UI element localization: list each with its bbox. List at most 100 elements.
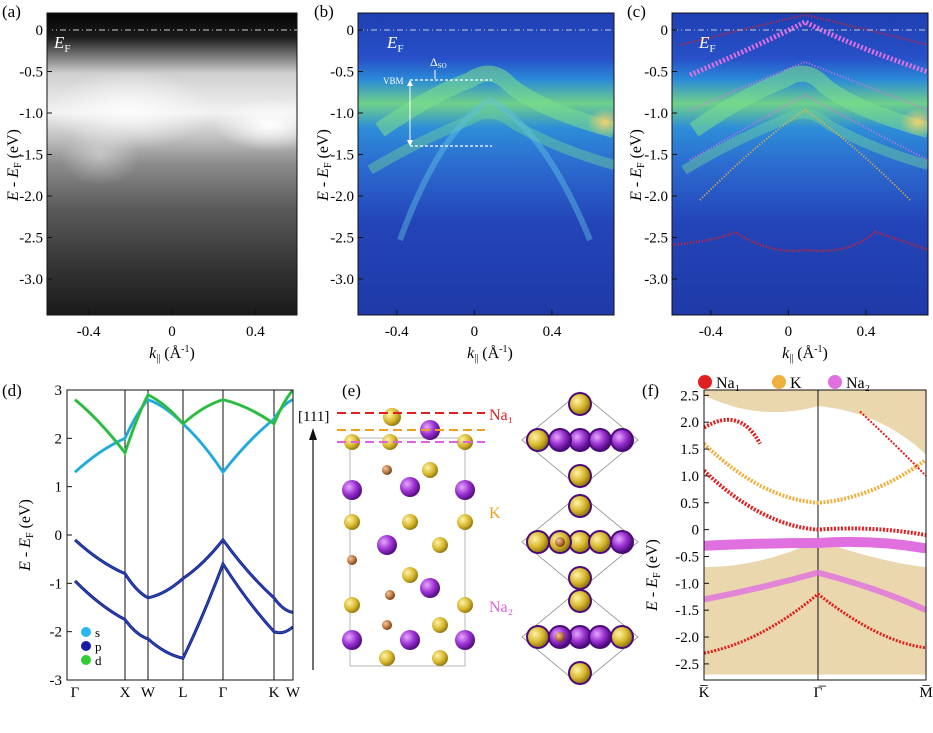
legend-label: Na₁ <box>716 375 740 392</box>
panel-c-ef-label: EF <box>698 33 716 55</box>
y-tick-label: -2.5 <box>675 657 699 673</box>
x-tick-label: 0.4 <box>246 324 265 340</box>
sb-atom <box>382 620 392 630</box>
top-view-na1 <box>521 391 639 489</box>
y-tick-label: -2.0 <box>19 189 43 205</box>
panel-c-x-ticks: -0.4 0 0.4 <box>699 310 876 340</box>
k-atom <box>570 496 590 516</box>
legend-label: d <box>95 653 102 668</box>
k-atom <box>528 532 548 552</box>
kpoint-label: K <box>269 685 280 701</box>
panel-e-side-view <box>342 408 475 667</box>
sb-atom <box>347 555 357 565</box>
panel-c-y-label: E - EF (eV) <box>628 129 647 202</box>
panel-b-y-label: E - EF (eV) <box>315 129 334 202</box>
bulk-projection-upper <box>704 390 926 455</box>
panel-f-plot <box>704 390 926 680</box>
panel-b-y-ticks: 0 -0.5 -1.0 -1.5 -2.0 -2.5 -3.0 <box>330 23 363 288</box>
unit-cell <box>349 437 466 667</box>
panel-a-y-label: E - EF (eV) <box>5 129 24 202</box>
panel-e-top-views: Na₁ K Na₂ <box>489 391 639 686</box>
k-atom <box>457 514 473 530</box>
y-tick-label: -1.0 <box>19 106 43 122</box>
y-tick-label: -0.5 <box>675 549 699 565</box>
k-atom <box>432 650 448 666</box>
y-tick-label: 0 <box>347 23 355 39</box>
k-atom <box>528 627 548 647</box>
k-atom <box>570 591 590 611</box>
na-atom <box>550 430 570 450</box>
panel-c-y-ticks: 0 -0.5 -1.0 -1.5 -2.0 -2.5 -3.0 <box>644 23 677 288</box>
na-atom <box>590 627 610 647</box>
na-atom <box>455 630 475 650</box>
y-tick-label: -0.5 <box>644 65 668 81</box>
na-atom <box>420 578 440 598</box>
y-tick-label: -1.5 <box>19 148 43 164</box>
panel-b-label: (b) <box>314 2 334 21</box>
band-Na₂ <box>704 536 926 554</box>
band-p <box>73 537 293 614</box>
panel-f-y-label: E - EF (eV) <box>644 539 663 612</box>
y-tick-label: -1.5 <box>675 603 699 619</box>
na-atom <box>342 480 362 500</box>
x-tick-label: -0.4 <box>77 324 101 340</box>
panel-d-plot <box>73 390 293 680</box>
y-tick-label: -1.0 <box>644 106 668 122</box>
k-atom <box>528 430 548 450</box>
panel-e-layer-markers <box>337 412 485 443</box>
legend-marker <box>81 655 91 665</box>
layer-label: Na₂ <box>489 599 513 616</box>
k-atom <box>383 408 401 426</box>
panel-a-glow <box>60 125 140 185</box>
na-atom <box>342 630 362 650</box>
y-tick-label: -2.0 <box>675 630 699 646</box>
panel-d-y-ticks: 3 2 1 0 -1 -2 -3 <box>50 383 72 689</box>
y-tick-label: -1.0 <box>330 106 354 122</box>
y-tick-label: -1.5 <box>644 148 668 164</box>
x-tick-label: 0 <box>168 324 176 340</box>
na-atom <box>612 532 632 552</box>
panel-a-bright-spot <box>215 99 297 151</box>
y-tick-label: -2.5 <box>330 231 354 247</box>
panel-c-label: (c) <box>627 2 646 21</box>
k-atom <box>344 514 360 530</box>
panel-e-direction-arrowhead <box>309 428 317 440</box>
band-outline <box>74 399 293 474</box>
na-atom <box>377 535 397 555</box>
na-atom <box>612 430 632 450</box>
legend-marker <box>698 375 712 389</box>
band-Na₁-upper-right <box>859 410 926 477</box>
x-tick-label: 0 <box>471 324 479 340</box>
band-Na₁-upper <box>704 417 762 445</box>
y-tick-label: -0.5 <box>19 65 43 81</box>
panel-c-band-na1-lower <box>672 230 928 253</box>
k-atom <box>570 394 590 414</box>
panel-c-band-na2-lower <box>689 93 928 161</box>
k-atom <box>570 663 590 683</box>
sb-atom <box>382 465 392 475</box>
kpoint-label: Γ <box>219 685 228 701</box>
panel-c-x-label: k|| (Å-1) <box>782 344 828 364</box>
y-tick-label: -2 <box>50 625 63 641</box>
k-atom <box>344 597 360 613</box>
panel-b-x-label: k|| (Å-1) <box>467 344 513 364</box>
y-tick-label: -1.0 <box>675 576 699 592</box>
panel-c-band-k <box>699 108 911 201</box>
legend-marker <box>828 375 842 389</box>
panel-a: (a) EF 0 -0.5 -1.0 -1.5 -2.0 -2.5 -3.0 -0.4 0 0.… <box>2 2 298 364</box>
band-outline <box>74 539 293 613</box>
kpoint-label: K̅ <box>699 685 710 701</box>
k-atom <box>402 567 418 583</box>
panel-c-band-na2-top <box>689 19 928 78</box>
panel-b-dso-arrowhead-bottom <box>407 140 413 146</box>
na-atom <box>570 430 590 450</box>
panel-c-heatmap <box>672 13 928 315</box>
y-tick-label: 0 <box>36 23 44 39</box>
layer-label: K <box>489 505 501 522</box>
sb-atom <box>555 632 565 642</box>
na-atom <box>590 430 610 450</box>
panel-f-kpoints: K̅ Γ̅ M̅ <box>699 685 933 701</box>
y-tick-label: -2.5 <box>644 231 668 247</box>
panel-b-dso-arrowhead-top <box>407 80 413 86</box>
